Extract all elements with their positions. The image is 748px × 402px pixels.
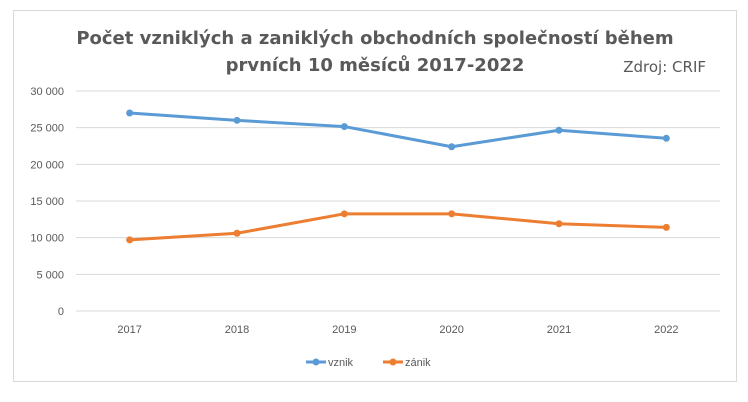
data-point-series-1 [340, 123, 348, 131]
y-tick-label: 10 000 [30, 233, 64, 245]
data-point-series-2 [555, 220, 563, 228]
legend-marker-2 [389, 358, 397, 366]
series-line-2 [128, 212, 668, 242]
chart-title-line1: Počet vzniklých a zaniklých obchodních s… [76, 28, 673, 49]
x-tick-label: 2021 [547, 324, 571, 336]
y-tick-label: 5 000 [36, 269, 64, 281]
y-tick-label: 0 [58, 306, 64, 318]
series-line-1 [128, 111, 668, 149]
x-tick-label: 2019 [332, 324, 356, 336]
data-point-series-1 [555, 126, 563, 134]
legend-label-1: vznik [328, 357, 354, 369]
x-tick-label: 2022 [654, 324, 678, 336]
chart-source: Zdroj: CRIF [623, 58, 706, 76]
chart-title-line2: prvních 10 měsíců 2017-2022 [226, 54, 525, 76]
x-tick-label: 2017 [117, 324, 141, 336]
x-tick-label: 2018 [225, 324, 249, 336]
chart-frame [13, 10, 737, 382]
y-tick-label: 25 000 [30, 123, 64, 135]
y-tick-label: 30 000 [30, 86, 64, 98]
y-tick-label: 20 000 [30, 159, 64, 171]
data-point-series-2 [126, 236, 134, 244]
data-point-series-2 [662, 223, 670, 231]
legend-marker-1 [312, 358, 320, 366]
data-point-series-1 [448, 143, 456, 151]
data-point-series-1 [233, 116, 241, 124]
x-tick-label: 2020 [439, 324, 463, 336]
data-point-series-1 [662, 134, 670, 142]
data-point-series-2 [340, 210, 348, 218]
data-point-series-2 [233, 229, 241, 237]
data-point-series-2 [448, 210, 456, 218]
y-tick-label: 15 000 [30, 196, 64, 208]
data-point-series-1 [126, 109, 134, 117]
legend-label-2: zánik [405, 357, 431, 369]
